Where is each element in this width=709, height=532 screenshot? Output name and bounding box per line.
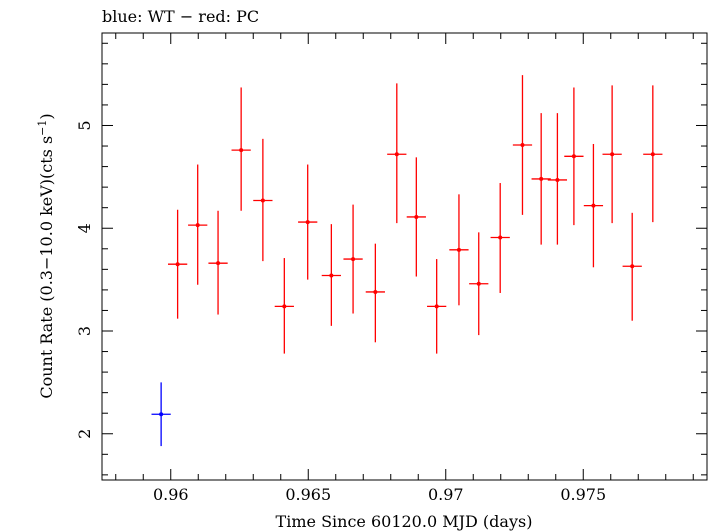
x-axis-title: Time Since 60120.0 MJD (days) bbox=[276, 512, 533, 531]
point-marker bbox=[630, 264, 635, 269]
data-point bbox=[427, 259, 447, 354]
point-marker bbox=[329, 273, 334, 278]
x-tick-label: 0.965 bbox=[285, 485, 331, 504]
data-point bbox=[622, 212, 642, 321]
y-axis-title-superscript: −1 bbox=[36, 120, 49, 136]
point-marker bbox=[239, 148, 244, 153]
point-marker bbox=[591, 203, 596, 208]
point-marker bbox=[650, 152, 655, 157]
data-point bbox=[490, 183, 510, 293]
y-axis-title: Count Rate (0.3−10.0 keV)(cts s−1) bbox=[36, 113, 56, 398]
chart-title: blue: WT − red: PC bbox=[102, 7, 259, 26]
data-point bbox=[387, 83, 407, 224]
data-point bbox=[547, 113, 568, 245]
data-point bbox=[188, 164, 208, 285]
point-marker bbox=[434, 304, 439, 309]
plot-frame bbox=[101, 32, 708, 481]
data-point bbox=[469, 232, 489, 336]
data-point bbox=[208, 210, 228, 315]
y-tick-label: 3 bbox=[75, 326, 94, 336]
point-marker bbox=[539, 176, 544, 181]
data-point bbox=[168, 209, 188, 319]
data-point bbox=[231, 87, 251, 211]
data-points bbox=[151, 75, 663, 447]
data-point bbox=[253, 138, 273, 262]
data-point bbox=[298, 164, 318, 280]
y-tick-label: 4 bbox=[75, 223, 94, 233]
y-axis-title-main: Count Rate (0.3−10.0 keV)(cts s bbox=[37, 136, 56, 399]
data-point bbox=[449, 194, 469, 306]
data-point bbox=[564, 87, 584, 226]
data-point bbox=[274, 258, 294, 354]
point-marker bbox=[414, 214, 419, 219]
data-point bbox=[321, 224, 341, 326]
y-tick-label: 2 bbox=[75, 429, 94, 439]
x-tick-label: 0.975 bbox=[560, 485, 606, 504]
axis-ticks bbox=[102, 33, 707, 480]
x-tick-label: 0.97 bbox=[428, 485, 464, 504]
data-point bbox=[602, 85, 622, 224]
point-marker bbox=[373, 289, 378, 294]
data-point bbox=[343, 204, 363, 314]
x-tick-label: 0.96 bbox=[153, 485, 189, 504]
point-marker bbox=[159, 412, 164, 417]
y-axis-title-end: ) bbox=[37, 113, 56, 119]
point-marker bbox=[175, 262, 180, 267]
point-marker bbox=[260, 198, 265, 203]
point-marker bbox=[498, 235, 503, 240]
point-marker bbox=[520, 143, 525, 148]
point-marker bbox=[476, 281, 481, 286]
point-marker bbox=[610, 152, 615, 157]
point-marker bbox=[305, 220, 310, 225]
data-point bbox=[643, 85, 663, 223]
point-marker bbox=[195, 223, 200, 228]
point-marker bbox=[394, 152, 399, 157]
data-point bbox=[365, 243, 385, 343]
data-point bbox=[583, 143, 604, 268]
data-point bbox=[512, 75, 533, 215]
point-marker bbox=[216, 261, 221, 266]
data-point bbox=[406, 157, 426, 277]
y-tick-label: 5 bbox=[75, 120, 94, 130]
point-marker bbox=[571, 154, 576, 159]
axis-tick-labels: 0.96 0.965 0.97 0.975 2 3 4 5 bbox=[75, 120, 606, 504]
point-marker bbox=[555, 177, 560, 182]
point-marker bbox=[351, 257, 356, 262]
point-marker bbox=[282, 304, 287, 309]
data-point bbox=[151, 382, 171, 447]
data-point bbox=[531, 113, 551, 245]
point-marker bbox=[456, 247, 461, 252]
